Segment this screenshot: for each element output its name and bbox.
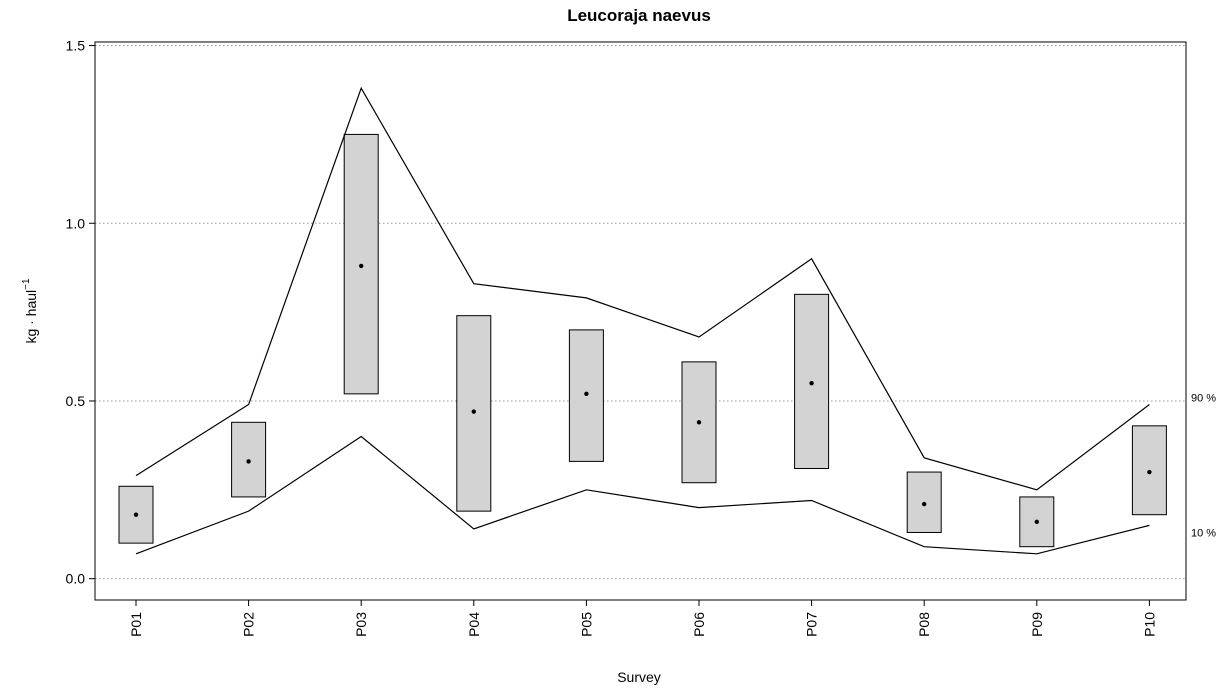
- x-tick-label: P01: [128, 612, 144, 637]
- x-tick-label: P08: [916, 612, 932, 637]
- y-axis-label-text: kg · haul−1: [21, 278, 39, 344]
- grid-lines: [95, 45, 1186, 580]
- y-tick-label: 0.5: [66, 393, 86, 409]
- plot-border: [94, 41, 1187, 601]
- series-line-0: [135, 86, 1150, 491]
- y-tick-label: 0.0: [66, 571, 86, 587]
- y-tick-label: 1.0: [66, 215, 86, 231]
- x-tick-label: P06: [691, 612, 707, 637]
- x-tick-label: P07: [804, 612, 820, 637]
- x-tick-label: P10: [1141, 612, 1157, 637]
- mid-point-P01: [133, 512, 139, 517]
- mid-point-P02: [246, 459, 251, 464]
- y-axis-label: kg · haul: [23, 290, 39, 344]
- mid-point-P10: [1147, 469, 1152, 475]
- mid-point-P05: [584, 391, 589, 397]
- mid-point-P03: [359, 263, 364, 269]
- mid-point-P09: [1034, 519, 1040, 525]
- x-tick-label: P03: [353, 612, 369, 637]
- x-tick-label: P05: [578, 612, 594, 637]
- x-tick-label: P09: [1029, 612, 1045, 637]
- y-tick-label: 1.5: [66, 38, 86, 54]
- series-line-1: [135, 435, 1150, 555]
- mid-point-P07: [809, 380, 814, 386]
- x-axis-label: Survey: [617, 669, 661, 685]
- mid-point-P08: [922, 501, 927, 507]
- series-label-0: 90 %: [1191, 393, 1216, 405]
- plot-area: [118, 86, 1167, 555]
- chart-title: Leucoraja naevus: [567, 6, 711, 25]
- axes: 0.0 0.5 1.0 1.5 P01 P02 P03 P04 P05 P06 P07 P08 P09 P…: [66, 38, 1187, 637]
- y-axis-label-group: kg · haul−1: [21, 278, 39, 344]
- mid-point-P06: [696, 420, 702, 425]
- y-axis-label-exponent: −1: [21, 278, 32, 290]
- x-tick-label: P04: [466, 612, 482, 637]
- mid-point-P04: [471, 409, 476, 414]
- series-label-1: 10 %: [1191, 527, 1216, 539]
- x-tick-label: P02: [241, 612, 257, 637]
- series-labels: 90 % 10 %: [1191, 393, 1216, 540]
